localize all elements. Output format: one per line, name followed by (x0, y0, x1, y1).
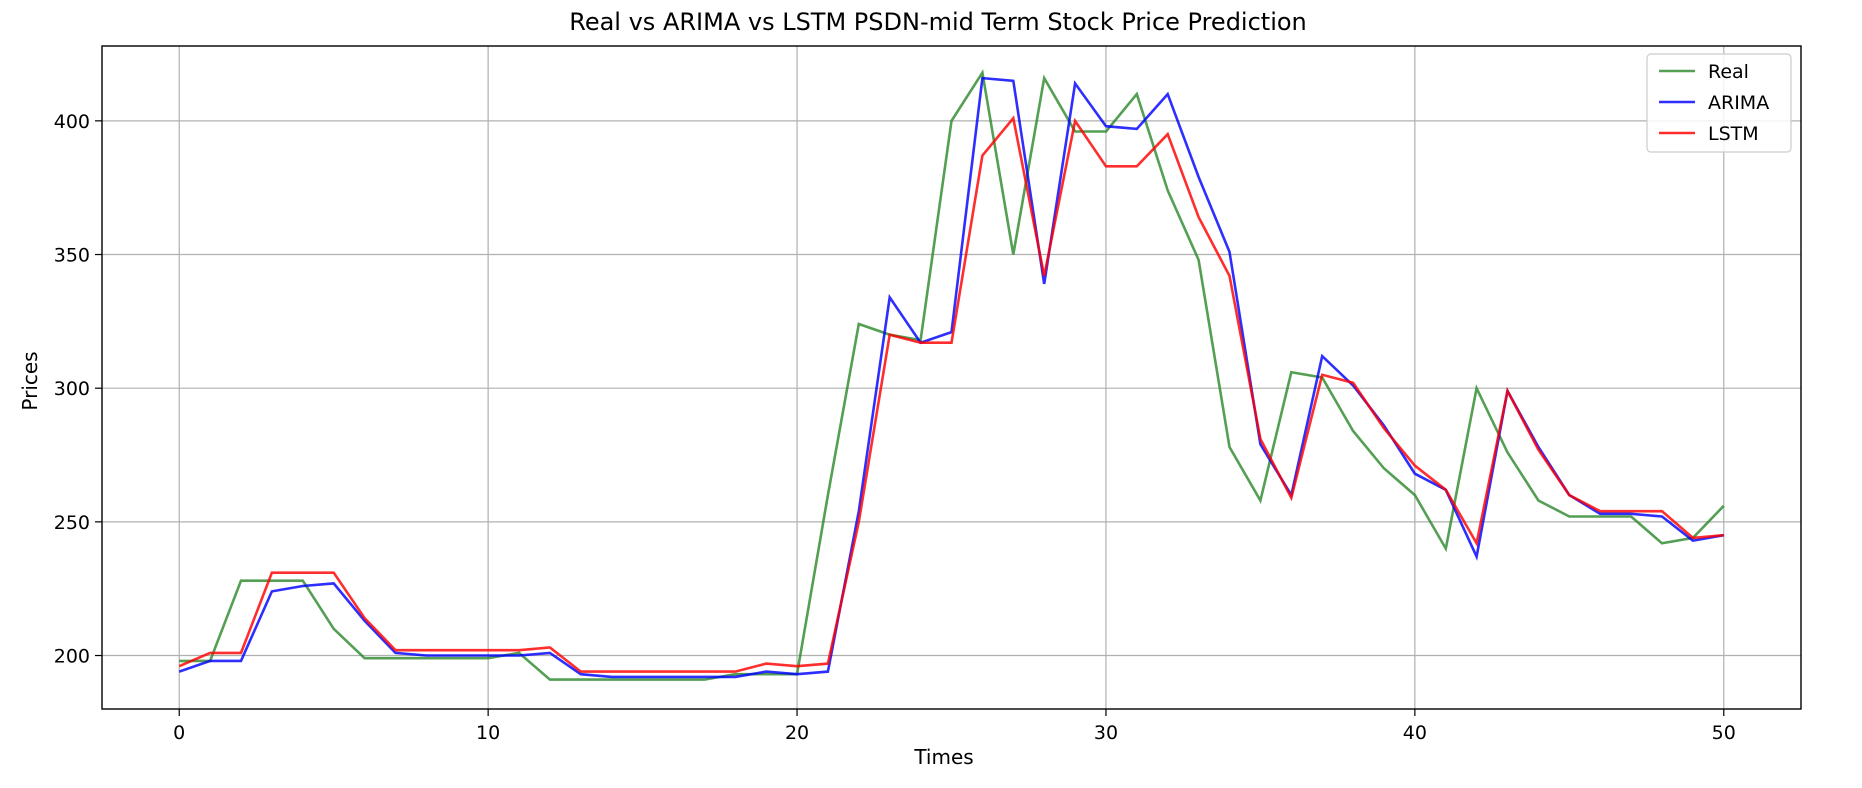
x-axis-ticks: 0 10 20 30 40 50 (173, 709, 1736, 744)
y-axis-ticks: 200 250 300 350 400 (54, 111, 102, 668)
x-tick-label: 30 (1094, 722, 1118, 744)
chart-title: Real vs ARIMA vs LSTM PSDN-mid Term Stoc… (569, 8, 1307, 36)
y-tick-label: 250 (54, 512, 90, 534)
y-tick-label: 350 (54, 245, 90, 267)
data-series (178, 69, 1725, 681)
legend-box (1646, 53, 1792, 153)
x-tick-label: 50 (1712, 722, 1736, 744)
legend-label-arima: ARIMA (1708, 92, 1769, 114)
y-axis-label: Prices (18, 351, 42, 410)
series-line-arima (178, 76, 1725, 679)
series-line-real (179, 69, 1725, 681)
legend-label-real: Real (1708, 61, 1749, 83)
plot-frame (101, 45, 1802, 710)
x-tick-label: 10 (476, 722, 500, 744)
y-tick-label: 400 (54, 111, 90, 133)
y-tick-label: 200 (54, 646, 90, 668)
legend-label-lstm: LSTM (1708, 123, 1759, 145)
series-line-lstm (178, 115, 1724, 673)
grid-lines (102, 46, 1801, 709)
y-tick-label: 300 (54, 378, 90, 400)
x-axis-label: Times (913, 745, 973, 769)
x-tick-label: 0 (173, 722, 185, 744)
x-tick-label: 20 (785, 722, 809, 744)
x-tick-label: 40 (1403, 722, 1427, 744)
legend: Real ARIMA LSTM (1646, 53, 1792, 153)
